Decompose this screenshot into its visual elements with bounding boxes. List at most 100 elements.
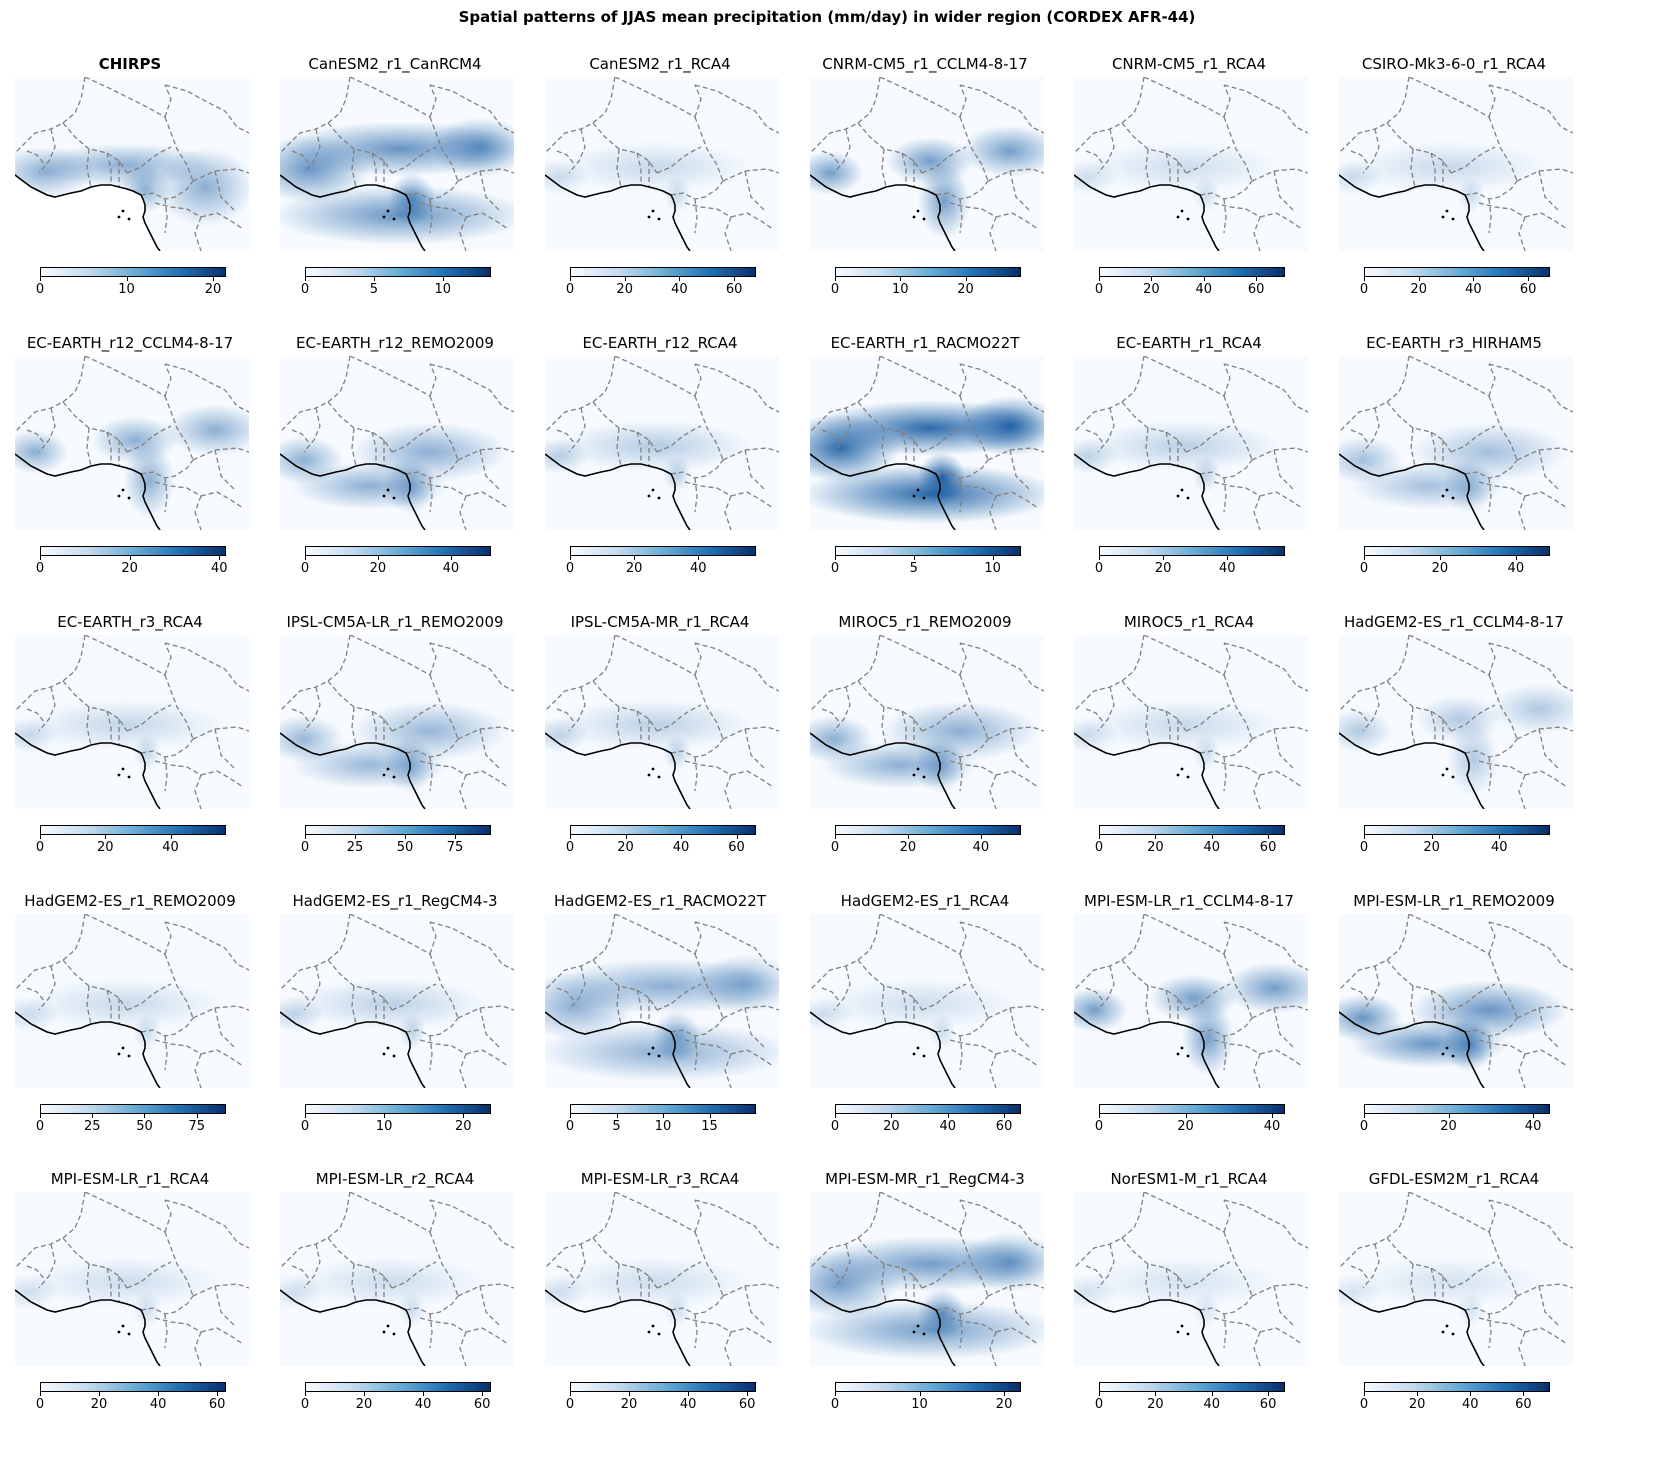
country-border: [1339, 635, 1410, 712]
panel-title: EC-EARTH_r1_RACMO22T: [830, 334, 1020, 352]
country-border: [959, 921, 1044, 971]
country-border: [194, 1053, 202, 1088]
colorbar-ticks: 0 25 50 75: [301, 835, 491, 857]
country-border: [391, 1261, 437, 1289]
country-border: [1223, 756, 1227, 792]
country-border: [1273, 170, 1295, 212]
precip-field: [25, 978, 225, 1030]
country-border: [857, 401, 923, 453]
country-border: [154, 1039, 202, 1055]
country-border: [351, 148, 357, 188]
colorbar-tick-label: 25: [83, 1119, 101, 1134]
precipitation-map: [545, 1192, 779, 1366]
country-border: [1185, 983, 1231, 1011]
country-border: [429, 477, 433, 513]
island: [657, 1332, 661, 1336]
colorbar-tick-label: 20: [369, 561, 387, 576]
country-border: [959, 642, 967, 676]
colorbar-tick-label: 40: [1203, 1397, 1220, 1412]
country-border: [1386, 401, 1452, 453]
colorbar-ticks: 0 20 40 60: [1095, 277, 1285, 299]
coastline: [15, 174, 161, 251]
country-border: [959, 1199, 1044, 1249]
panel-title: MPI-ESM-MR_r1_RegCM4-3: [825, 1170, 1025, 1188]
colorbar-tick: [126, 277, 128, 281]
colorbar-tick: [129, 556, 131, 560]
colorbar-tick-label: 0: [35, 561, 45, 576]
country-border: [1488, 642, 1573, 692]
country-border: [429, 674, 459, 740]
country-border: [106, 152, 112, 185]
island: [127, 496, 131, 500]
country-border: [879, 1192, 961, 1233]
country-border: [1524, 1327, 1568, 1345]
country-border: [694, 395, 724, 461]
country-border: [1009, 449, 1031, 491]
country-border: [556, 708, 576, 724]
country-border: [126, 704, 172, 732]
country-border: [164, 1231, 194, 1297]
country-border: [1273, 1285, 1295, 1327]
country-border: [1085, 1265, 1105, 1281]
colorbar-tick-label: 60: [473, 1397, 491, 1412]
colorbar-tick-label: 40: [414, 1397, 432, 1412]
colorbar-tick: [734, 277, 736, 281]
map-panel: CNRM-CM5_r1_CCLM4-8-17 0 10 20: [800, 55, 1050, 355]
country-border: [26, 150, 46, 166]
country-border: [429, 1313, 433, 1349]
country-border: [164, 116, 194, 182]
precipitation-map: [1074, 914, 1308, 1088]
country-border: [1251, 168, 1308, 182]
colorbar-tick-label: 40: [1465, 282, 1482, 297]
colorbar-ticks: 0 20 40: [1360, 556, 1550, 578]
country-border: [959, 477, 963, 513]
country-border: [694, 477, 698, 513]
country-border: [429, 395, 459, 461]
precipitation-map: [1339, 77, 1573, 251]
precipitation-map: [1074, 356, 1308, 530]
colorbar-tick: [305, 1114, 306, 1118]
colorbar-tick-label: 40: [1462, 1397, 1479, 1412]
island: [382, 773, 386, 777]
island: [657, 1054, 661, 1058]
colorbar-tick-label: 40: [679, 1397, 697, 1412]
country-border: [1213, 760, 1261, 776]
panel-title: HadGEM2-ES_r1_RCA4: [840, 892, 1010, 910]
country-border: [154, 1317, 202, 1333]
country-border: [465, 491, 509, 509]
island: [386, 767, 390, 771]
country-border: [545, 356, 616, 433]
country-border: [881, 427, 887, 467]
country-border: [214, 449, 236, 491]
coastline: [1339, 732, 1485, 809]
country-border: [1185, 704, 1231, 732]
panel-title: EC-EARTH_r3_HIRHAM5: [1366, 334, 1542, 352]
panel-title: HadGEM2-ES_r1_REMO2009: [24, 892, 236, 910]
colorbar-tick: [679, 277, 681, 281]
country-border: [291, 708, 311, 724]
country-border: [1516, 726, 1573, 740]
colorbar-tick: [965, 277, 967, 281]
precipitation-map: [810, 77, 1044, 251]
country-border: [1538, 170, 1560, 212]
country-border: [1524, 212, 1568, 230]
precip-field: [1084, 1256, 1284, 1308]
island: [1176, 1330, 1180, 1334]
country-border: [959, 116, 989, 182]
country-border: [881, 985, 887, 1025]
coastline: [280, 732, 426, 809]
country-border: [465, 1327, 509, 1345]
country-border: [694, 642, 779, 692]
colorbar-tick-label: 0: [300, 840, 310, 855]
colorbar-tick-label: 60: [725, 282, 743, 297]
country-border: [901, 431, 907, 464]
colorbar-tick: [681, 835, 683, 839]
country-border: [1259, 212, 1303, 230]
colorbar-tick-label: 0: [35, 1397, 45, 1412]
panel-title: EC-EARTH_r12_RCA4: [582, 334, 738, 352]
colorbar-tick-label: 60: [1247, 282, 1265, 297]
colorbar-tick: [40, 556, 41, 560]
country-border: [744, 170, 766, 212]
colorbar-tick: [1004, 1392, 1006, 1396]
country-border: [154, 481, 202, 497]
